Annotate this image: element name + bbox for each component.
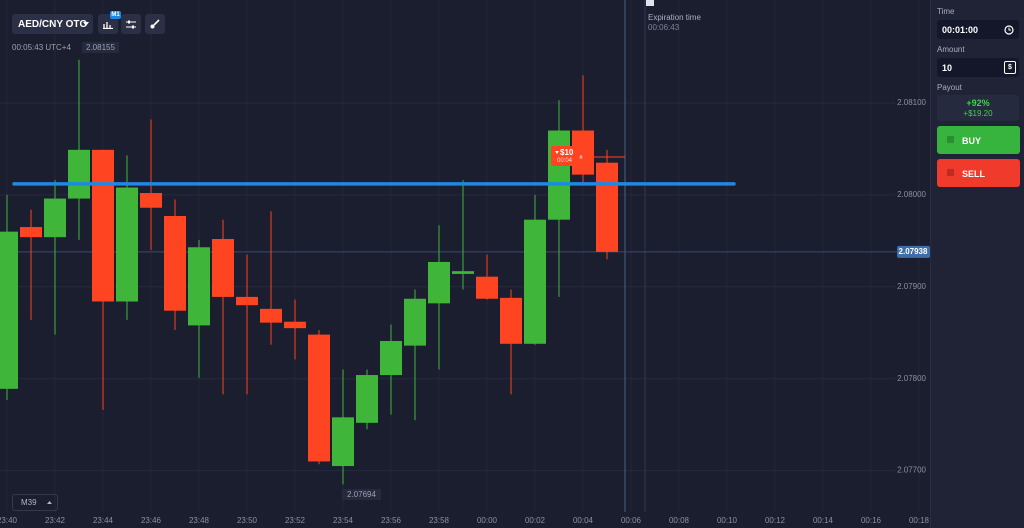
candle-body — [236, 296, 258, 306]
candle-body — [332, 417, 354, 467]
current-price-box — [897, 245, 930, 258]
candle-body — [0, 231, 18, 389]
payout-box: +92% +$19.20 — [937, 95, 1019, 121]
x-tick-label: 23:40 — [0, 516, 18, 525]
payout-percent: +92% — [966, 98, 990, 108]
expiration-time: 00:06:43 — [648, 23, 680, 32]
drawing-button[interactable] — [145, 14, 165, 34]
clock-icon — [1004, 25, 1014, 35]
buy-icon — [947, 136, 954, 143]
y-tick-label: 2.07900 — [897, 282, 926, 291]
time-value: 00:01:00 — [942, 25, 979, 35]
candle-body — [428, 261, 450, 304]
x-tick-label: 00:16 — [861, 516, 882, 525]
x-tick-label: 00:06 — [621, 516, 642, 525]
candle-body — [212, 238, 234, 297]
indicators-button[interactable] — [121, 14, 141, 34]
zoom-selector[interactable]: M39 — [12, 494, 58, 511]
candle-body — [596, 162, 618, 252]
timeframe-badge: M1 — [110, 11, 121, 19]
candle-body — [188, 247, 210, 326]
buy-label: BUY — [962, 136, 982, 146]
zoom-label: M39 — [21, 498, 37, 507]
x-tick-label: 00:02 — [525, 516, 546, 525]
x-tick-label: 00:18 — [909, 516, 930, 525]
x-tick-label: 00:00 — [477, 516, 498, 525]
high-label: 2.08155 — [82, 42, 119, 53]
chart-type-button[interactable] — [98, 14, 118, 34]
x-tick-label: 23:46 — [141, 516, 162, 525]
time-label: Time — [937, 7, 955, 16]
x-tick-label: 00:08 — [669, 516, 690, 525]
time-input[interactable]: 00:01:00 — [937, 20, 1019, 39]
dropdown-icon — [83, 22, 89, 26]
sell-icon — [947, 169, 954, 176]
y-tick-label: 2.07700 — [897, 466, 926, 475]
amount-input[interactable]: 10 $ — [937, 58, 1019, 77]
candle-body — [380, 341, 402, 376]
y-tick-label: 2.07800 — [897, 374, 926, 383]
amount-value: 10 — [942, 63, 953, 73]
x-tick-label: 00:04 — [573, 516, 594, 525]
x-tick-label: 23:50 — [237, 516, 258, 525]
buy-button[interactable]: BUY — [937, 126, 1020, 154]
pair-selector[interactable]: AED/CNY OTC — [12, 14, 93, 34]
trade-time: 00:04 — [557, 158, 573, 164]
candle-body — [20, 227, 42, 238]
x-tick-label: 23:48 — [189, 516, 210, 525]
x-tick-label: 00:12 — [765, 516, 786, 525]
candle-body — [68, 149, 90, 199]
y-tick-label: 2.08000 — [897, 190, 926, 199]
candle-body — [356, 375, 378, 423]
candle-body — [404, 298, 426, 346]
candle-body — [92, 149, 114, 302]
trade-amount: $10 — [560, 148, 574, 157]
up-icon — [47, 501, 52, 504]
chart: 23:40 23:42 23:44 23:46 23:48 23:50 23:52 23:54… — [0, 0, 930, 525]
candle-body — [308, 334, 330, 462]
candle-body — [476, 276, 498, 299]
trade-panel: Time 00:01:00 Amount 10 $ Payout +92% +$… — [930, 0, 1024, 528]
candle-body — [44, 198, 66, 238]
amount-label: Amount — [937, 45, 965, 54]
sell-label: SELL — [962, 169, 986, 179]
x-tick-label: 23:52 — [285, 516, 306, 525]
expiration-flag — [646, 0, 654, 6]
candle-body — [500, 297, 522, 344]
x-tick-label: 00:10 — [717, 516, 738, 525]
x-tick-label: 23:54 — [333, 516, 354, 525]
x-tick-label: 23:42 — [45, 516, 66, 525]
candle-body — [260, 308, 282, 323]
low-label: 2.07694 — [342, 489, 381, 500]
candle-body — [116, 187, 138, 302]
candle-body — [164, 216, 186, 311]
candle-body — [284, 321, 306, 329]
sell-button[interactable]: SELL — [937, 159, 1020, 187]
candle-body — [524, 219, 546, 344]
brush-icon — [150, 19, 160, 29]
candle-body — [548, 130, 570, 220]
current-price-label: 2.07938 — [899, 247, 928, 256]
pair-name: AED/CNY OTC — [18, 19, 87, 30]
x-tick-label: 00:14 — [813, 516, 834, 525]
trade-marker[interactable]: $10 00:04 — [551, 146, 578, 166]
payout-label: Payout — [937, 83, 962, 92]
sliders-icon — [126, 20, 136, 29]
expiration-label: Expiration time — [648, 13, 701, 22]
payout-amount: +$19.20 — [963, 109, 993, 118]
clock: 00:05:43 UTC+4 — [12, 43, 71, 52]
candle-body — [452, 271, 474, 274]
x-tick-label: 23:56 — [381, 516, 402, 525]
x-tick-label: 23:58 — [429, 516, 450, 525]
down-icon — [555, 151, 559, 154]
y-tick-label: 2.08100 — [897, 98, 926, 107]
candle-body — [140, 193, 162, 208]
x-tick-label: 23:44 — [93, 516, 114, 525]
amount-unit: $ — [1004, 61, 1016, 74]
chart-icon — [103, 22, 113, 29]
